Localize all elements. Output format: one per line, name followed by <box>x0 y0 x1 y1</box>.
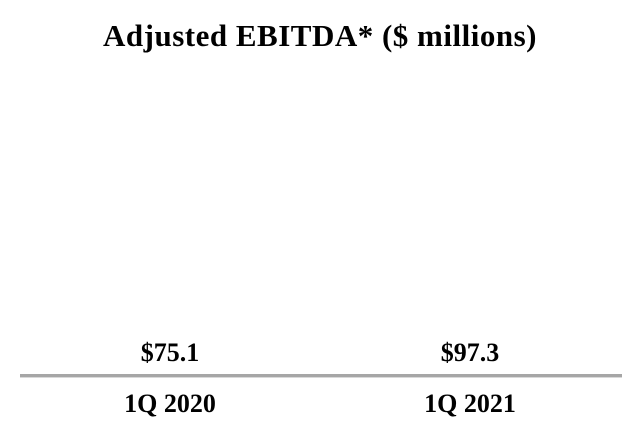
bar-group-1q2020: $75.1 <box>47 340 293 374</box>
x-tick-label-1q2021: 1Q 2021 <box>424 389 516 418</box>
value-label-1q2020: $75.1 <box>140 338 200 367</box>
plot-area: $75.1 $97.3 <box>0 60 640 374</box>
bar-group-1q2021: $97.3 <box>347 340 593 374</box>
x-axis-labels: 1Q 2020 1Q 2021 <box>0 389 640 424</box>
value-label-1q2021: $97.3 <box>440 338 500 367</box>
x-tick-label-1q2020: 1Q 2020 <box>124 389 216 418</box>
chart-title: Adjusted EBITDA* ($ millions) <box>103 18 537 53</box>
x-axis-line <box>20 374 622 378</box>
